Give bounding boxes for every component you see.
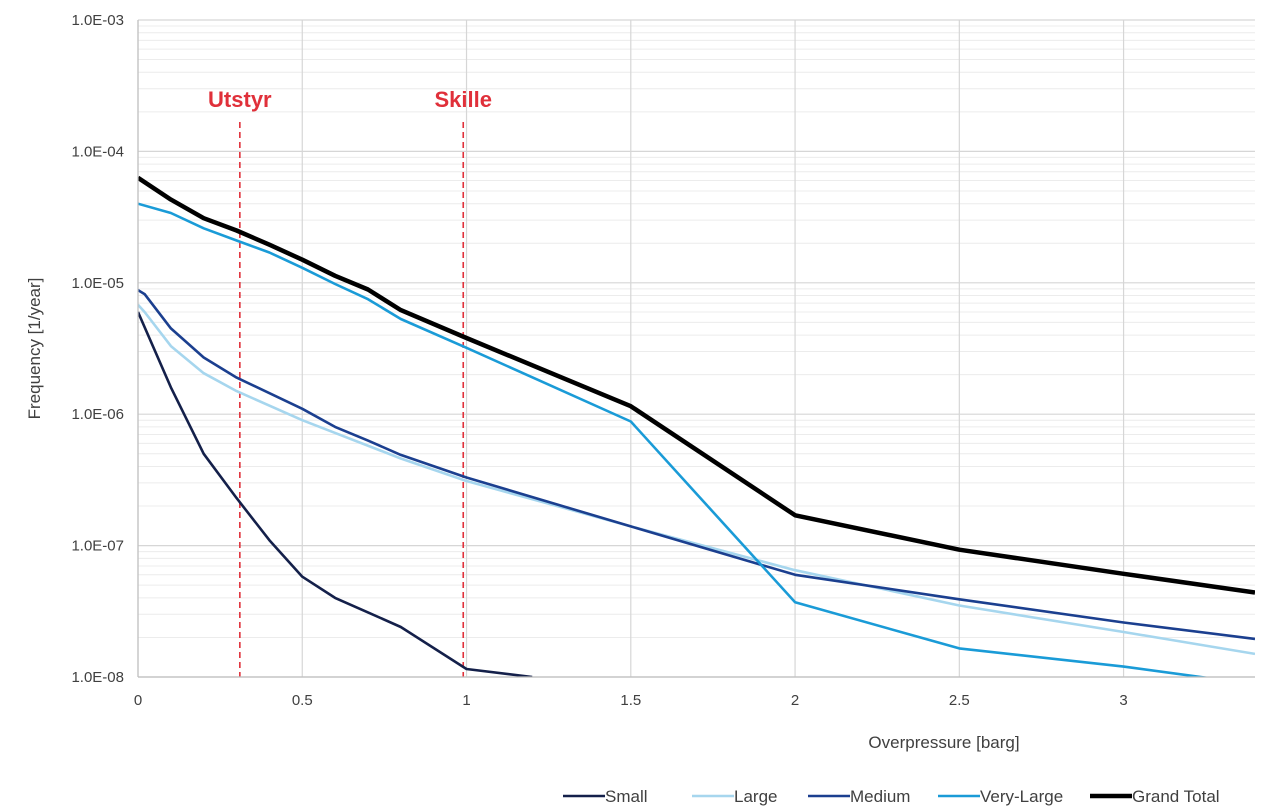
annotation-label-skille: Skille [435, 87, 492, 112]
y-tick-label: 1.0E-05 [71, 275, 124, 292]
grid [137, 19, 1255, 678]
y-tick-label: 1.0E-03 [71, 12, 124, 29]
x-tick-label: 2 [791, 692, 799, 709]
legend-item: Large [692, 787, 777, 806]
x-axis-title: Overpressure [barg] [868, 733, 1019, 752]
series-line-small [138, 311, 533, 677]
legend-item: Very-Large [938, 787, 1063, 806]
annotation-lines [239, 122, 465, 677]
x-tick-label: 0 [134, 692, 142, 709]
y-tick-label: 1.0E-08 [71, 669, 124, 686]
legend-label: Very-Large [980, 787, 1063, 806]
y-tick-label: 1.0E-07 [71, 538, 124, 555]
series-line-very-large [138, 202, 1211, 677]
y-tick-label: 1.0E-06 [71, 406, 124, 423]
series-line-medium [138, 288, 1255, 641]
legend-item: Grand Total [1090, 787, 1220, 806]
legend-label: Medium [850, 787, 910, 806]
series-line-large [138, 303, 1255, 656]
legend: Small Large Medium Very-Large Grand Total [563, 787, 1220, 806]
legend-item: Medium [808, 787, 910, 806]
legend-label: Grand Total [1132, 787, 1220, 806]
x-tick-label: 3 [1119, 692, 1127, 709]
legend-label: Large [734, 787, 777, 806]
y-tick-label: 1.0E-04 [71, 143, 124, 160]
legend-label: Small [605, 787, 648, 806]
x-tick-label: 0.5 [292, 692, 313, 709]
annotation-label-utstyr: Utstyr [208, 87, 272, 112]
x-tick-label: 1.5 [620, 692, 641, 709]
annotation-labels: Utstyr Skille [208, 87, 492, 112]
x-tick-label: 2.5 [949, 692, 970, 709]
series-line-grand-total [138, 175, 1255, 595]
x-tick-label: 1 [462, 692, 470, 709]
series-lines [138, 175, 1255, 677]
y-axis-title: Frequency [1/year] [25, 278, 44, 420]
legend-item: Small [563, 787, 648, 806]
axes: 1.0E-08 1.0E-07 1.0E-06 1.0E-05 1.0E-04 1.0E-… [71, 12, 1255, 709]
